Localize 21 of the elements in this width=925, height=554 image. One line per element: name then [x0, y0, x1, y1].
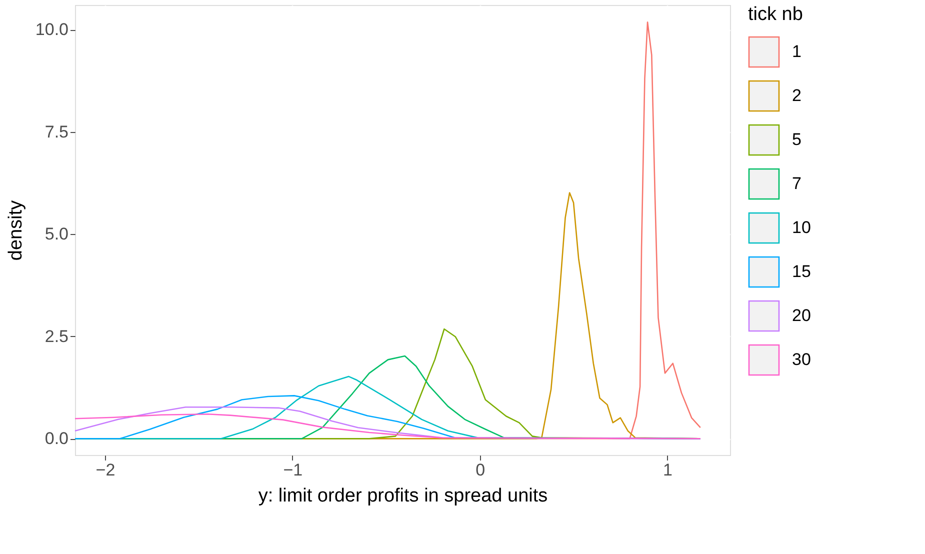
- legend-label: 7: [792, 174, 802, 193]
- legend-label: 5: [792, 130, 802, 149]
- legend-label: 10: [792, 218, 811, 237]
- y-tick-label: 2.5: [44, 326, 68, 346]
- y-axis-title: density: [5, 200, 26, 261]
- y-tick-label: 5.0: [44, 224, 68, 244]
- x-tick-label: 0: [476, 460, 486, 480]
- legend-label: 2: [792, 86, 802, 105]
- legend-label: 20: [792, 306, 811, 325]
- legend-title: tick nb: [748, 4, 803, 25]
- x-tick-label: −2: [96, 460, 116, 480]
- y-tick-label: 7.5: [44, 122, 68, 142]
- line-series: [74, 413, 702, 440]
- legend-label: 1: [792, 42, 802, 61]
- x-tick-label: −1: [283, 460, 303, 480]
- legend-label: 15: [792, 262, 811, 281]
- y-tick-label: 10.0: [35, 20, 68, 40]
- x-axis-title: y: limit order profits in spread units: [258, 486, 548, 506]
- y-tick-label: 0.0: [44, 429, 68, 448]
- x-tick-label: 1: [662, 460, 672, 480]
- legend-label: 30: [792, 350, 811, 369]
